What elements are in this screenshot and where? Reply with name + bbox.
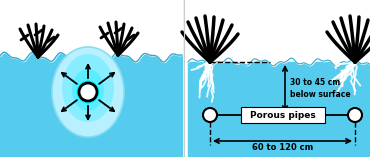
Text: 30 to 45 cm
below surface: 30 to 45 cm below surface	[290, 78, 351, 99]
Circle shape	[79, 83, 97, 101]
Circle shape	[203, 108, 217, 122]
Ellipse shape	[52, 47, 124, 137]
Bar	[188, 0, 370, 157]
Text: Porous pipes: Porous pipes	[250, 111, 315, 119]
Bar	[188, 62, 370, 157]
Ellipse shape	[62, 54, 114, 122]
FancyBboxPatch shape	[240, 107, 324, 123]
Circle shape	[348, 108, 362, 122]
Ellipse shape	[72, 69, 104, 111]
Text: 60 to 120 cm: 60 to 120 cm	[252, 143, 313, 152]
Bar	[0, 0, 182, 157]
